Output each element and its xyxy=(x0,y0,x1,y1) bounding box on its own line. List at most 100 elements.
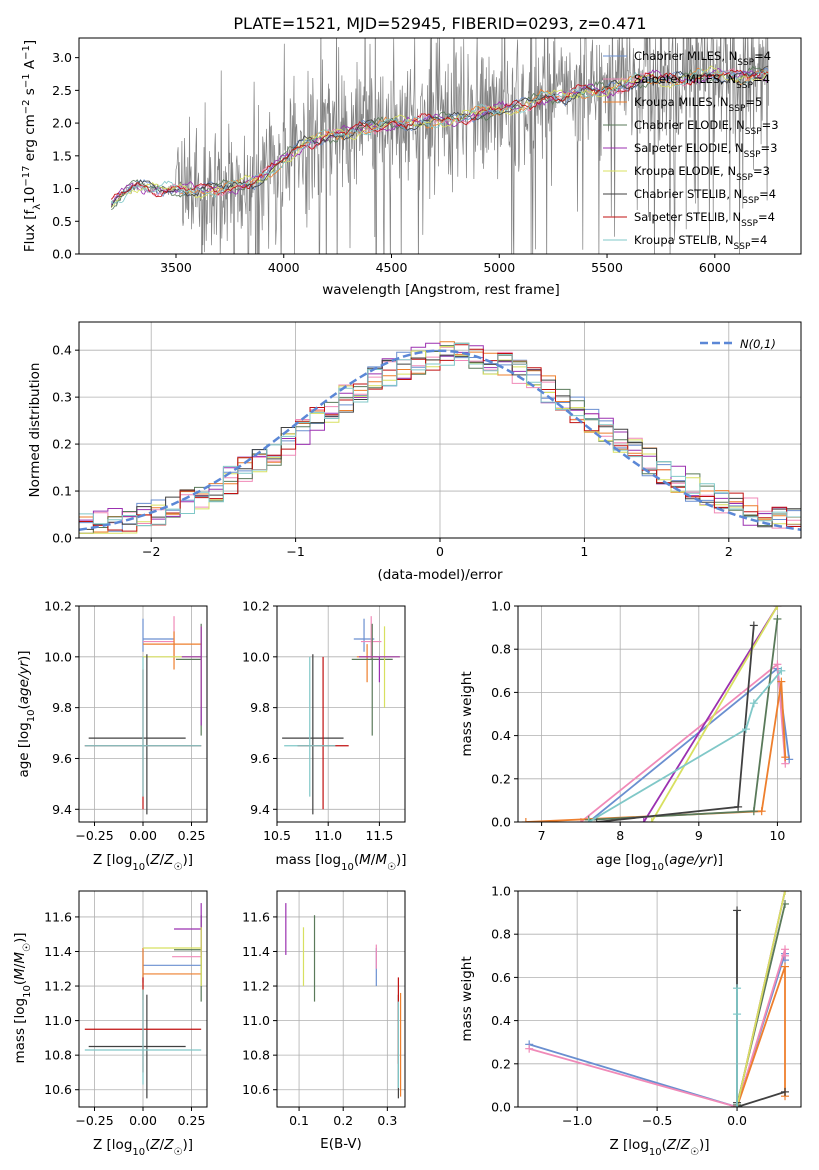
weight-vs-metallicity-chart: −1.0 −0.5 0.0 0.0 0.2 0.4 0.6 0.8 1.0 Z [log10(Z/… xyxy=(459,884,802,1158)
y-tick-label: 9.8 xyxy=(52,700,72,715)
x-axis-label: Z [log10(Z/Z☉)] xyxy=(93,852,193,873)
y-tick-label: 0.0 xyxy=(52,247,72,262)
mass-vs-EBV-grid xyxy=(277,891,405,1107)
mass-weight-line xyxy=(736,966,786,1107)
error-bar-point xyxy=(143,616,175,660)
y-tick-label: 9.6 xyxy=(52,751,72,766)
y-axis-label: Normed distribution xyxy=(27,363,43,498)
mass-weight-marker xyxy=(733,1010,742,1019)
error-bar-point xyxy=(84,656,202,797)
y-tick-label: 0.4 xyxy=(52,343,72,358)
weight-vs-Z-grid xyxy=(518,890,801,1108)
model-spectrum-line xyxy=(111,65,769,211)
residual-histogram-step xyxy=(79,354,801,530)
x-tick-label: 0.3 xyxy=(377,1113,397,1128)
x-axis-label: Z [log10(Z/Z☉)] xyxy=(610,1137,710,1158)
residual-histogram-step xyxy=(79,346,801,534)
spectrum-legend: Chabrier MILES, NSSP=4 Salpeter MILES, NS… xyxy=(603,49,779,252)
y-tick-label: 0.4 xyxy=(491,1013,511,1028)
error-bar-point xyxy=(142,948,202,983)
y-tick-label: 0.6 xyxy=(491,970,511,985)
x-axis-label: mass [log10(M/M☉)] xyxy=(275,852,406,873)
x-tick-label: −1 xyxy=(286,544,304,559)
residual-histogram-step xyxy=(79,343,801,526)
error-bar-point xyxy=(356,644,378,683)
y-tick-label: 11.4 xyxy=(44,944,72,959)
x-axis-label: Z [log10(Z/Z☉)] xyxy=(93,1137,193,1158)
x-tick-label: 11.0 xyxy=(314,828,342,843)
model-spectrum-line xyxy=(110,67,769,200)
mass-vs-EBV-plot-area xyxy=(285,903,402,1099)
x-tick-label: 11.5 xyxy=(365,828,393,843)
y-tick-label: 10.2 xyxy=(242,599,270,614)
mass-weight-marker xyxy=(733,906,742,915)
y-tick-label: 2.0 xyxy=(52,116,72,131)
y-tick-label: 10.8 xyxy=(44,1048,72,1063)
y-tick-label: 9.8 xyxy=(250,700,270,715)
x-tick-label: 0.0 xyxy=(727,1113,747,1128)
legend-label: Chabrier ELODIE, NSSP=3 xyxy=(634,118,779,137)
mass-weight-marker xyxy=(733,984,742,993)
x-tick-label: 0.00 xyxy=(129,1113,157,1128)
residuals-chart: −2 −1 0 1 2 0.0 0.1 0.2 0.3 0.4 (data-model)/error… xyxy=(27,321,802,583)
axes-frame xyxy=(517,605,802,823)
x-axis-label: age [log10(age/yr)] xyxy=(596,852,723,873)
mass-weight-marker xyxy=(781,1087,790,1096)
x-axis-label: E(B-V) xyxy=(320,1136,362,1152)
legend-label: Kroupa STELIB, NSSP=4 xyxy=(634,233,767,252)
error-bar-point xyxy=(142,948,202,1000)
error-bar-point xyxy=(142,618,175,652)
y-tick-label: 10.8 xyxy=(242,1048,270,1063)
y-tick-label: 11.2 xyxy=(242,979,270,994)
error-bar-point xyxy=(175,623,202,736)
y-tick-label: 9.6 xyxy=(250,751,270,766)
mass-weight-marker xyxy=(733,1103,742,1107)
spectrum-chart: 3500 4000 4500 5000 5500 6000 0.0 0.5 1.0 1.5 2.0 2… xyxy=(21,37,802,298)
error-bar-point xyxy=(282,654,344,815)
y-tick-label: 11.4 xyxy=(242,944,270,959)
y-tick-label: 11.0 xyxy=(242,1013,270,1028)
mass-weight-marker xyxy=(749,621,758,630)
mass-weight-marker xyxy=(773,614,782,623)
y-tick-label: 0.5 xyxy=(52,214,72,229)
mass-weight-marker xyxy=(741,725,750,734)
mass-weight-marker xyxy=(777,677,786,686)
y-tick-label: 10.2 xyxy=(44,599,72,614)
mass-vs-Z-plot-area xyxy=(84,903,202,1099)
x-tick-label: 0 xyxy=(436,544,444,559)
x-tick-label: −0.5 xyxy=(642,1113,672,1128)
age-vs-Z-plot-area xyxy=(84,616,202,815)
y-tick-label: 0.8 xyxy=(491,642,511,657)
mass-weight-marker xyxy=(785,755,794,764)
y-tick-label: 2.5 xyxy=(52,83,72,98)
error-bar-point xyxy=(174,903,202,955)
y-tick-label: 0.0 xyxy=(52,531,72,546)
x-tick-label: 5500 xyxy=(591,260,623,275)
mass-weight-marker xyxy=(749,699,758,708)
error-bar-point xyxy=(84,989,202,1085)
legend-label: Chabrier STELIB, NSSP=4 xyxy=(634,187,776,206)
weight-vs-age-plot-area xyxy=(521,606,794,822)
y-axis-label: mass weight xyxy=(459,956,475,1041)
error-bar-point xyxy=(174,915,202,1002)
y-tick-label: 0.2 xyxy=(491,771,511,786)
mass-weight-marker xyxy=(734,802,743,811)
axes-frame xyxy=(276,890,406,1108)
legend-label: Kroupa MILES, NSSP=5 xyxy=(634,95,762,114)
x-tick-label: 10 xyxy=(769,828,785,843)
mass-weight-marker xyxy=(749,807,758,816)
x-tick-label: −0.25 xyxy=(75,828,113,843)
axes-frame xyxy=(78,37,802,255)
axes-frame xyxy=(276,605,406,823)
mass-weight-marker xyxy=(639,818,648,822)
x-tick-label: 0.25 xyxy=(178,828,206,843)
mass-weight-marker xyxy=(777,666,786,675)
error-bar-point xyxy=(181,626,202,726)
error-bar-point xyxy=(360,616,382,660)
age-vs-metallicity-chart: −0.25 0.00 0.25 9.4 9.6 9.8 10.0 10.2 Z [log10(Z… xyxy=(16,599,208,873)
error-bar-point xyxy=(297,656,349,810)
x-tick-label: 0.25 xyxy=(178,1113,206,1128)
x-tick-label: −1.0 xyxy=(562,1113,592,1128)
error-bar-point xyxy=(143,927,202,987)
